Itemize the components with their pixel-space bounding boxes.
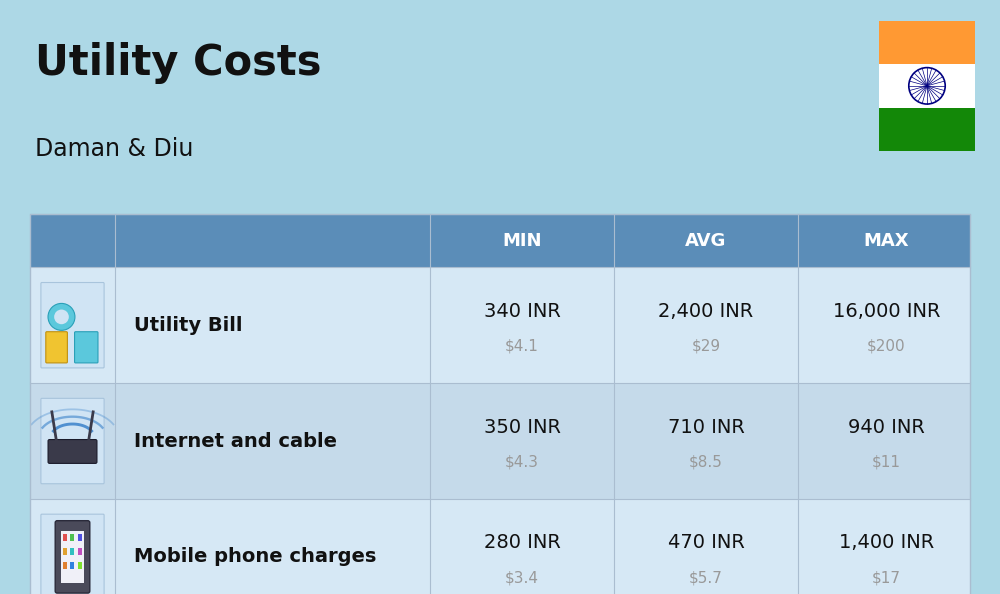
Bar — [70, 535, 74, 541]
Text: $4.3: $4.3 — [505, 454, 539, 469]
Bar — [879, 64, 975, 108]
FancyBboxPatch shape — [41, 399, 104, 484]
Bar — [61, 531, 84, 583]
Bar — [879, 108, 975, 151]
Text: 16,000 INR: 16,000 INR — [833, 302, 940, 321]
Text: $5.7: $5.7 — [689, 570, 723, 585]
Circle shape — [54, 309, 69, 324]
Text: Internet and cable: Internet and cable — [134, 432, 337, 450]
Bar — [30, 499, 970, 594]
Text: 1,400 INR: 1,400 INR — [839, 533, 934, 552]
Text: 940 INR: 940 INR — [848, 418, 925, 437]
FancyBboxPatch shape — [41, 514, 104, 594]
Text: 470 INR: 470 INR — [668, 533, 744, 552]
FancyBboxPatch shape — [48, 440, 97, 463]
Text: $200: $200 — [867, 339, 906, 353]
Text: 280 INR: 280 INR — [484, 533, 560, 552]
Bar — [30, 214, 970, 594]
FancyBboxPatch shape — [41, 283, 104, 368]
Text: Daman & Diu: Daman & Diu — [35, 137, 193, 160]
Text: Utility Costs: Utility Costs — [35, 42, 322, 84]
Text: AVG: AVG — [685, 232, 727, 249]
Bar — [78, 535, 82, 541]
Text: Utility Bill: Utility Bill — [134, 316, 242, 334]
Bar — [30, 214, 970, 267]
Bar — [70, 563, 74, 569]
Text: Mobile phone charges: Mobile phone charges — [134, 548, 376, 566]
Bar — [63, 563, 67, 569]
Bar — [63, 548, 67, 555]
Text: MIN: MIN — [502, 232, 542, 249]
FancyBboxPatch shape — [75, 331, 98, 363]
Text: $8.5: $8.5 — [689, 454, 723, 469]
Text: 350 INR: 350 INR — [484, 418, 560, 437]
Text: $11: $11 — [872, 454, 901, 469]
Text: 2,400 INR: 2,400 INR — [658, 302, 754, 321]
FancyBboxPatch shape — [46, 331, 67, 363]
Bar — [70, 548, 74, 555]
Text: MAX: MAX — [864, 232, 909, 249]
Text: $17: $17 — [872, 570, 901, 585]
Bar — [879, 21, 975, 64]
Bar — [78, 548, 82, 555]
Text: $29: $29 — [691, 339, 721, 353]
Circle shape — [48, 304, 75, 330]
Bar — [30, 383, 970, 499]
Bar — [78, 563, 82, 569]
Bar — [63, 535, 67, 541]
FancyBboxPatch shape — [55, 521, 90, 593]
Text: 710 INR: 710 INR — [668, 418, 744, 437]
Text: $4.1: $4.1 — [505, 339, 539, 353]
Bar — [30, 267, 970, 383]
Text: $3.4: $3.4 — [505, 570, 539, 585]
Text: 340 INR: 340 INR — [484, 302, 560, 321]
